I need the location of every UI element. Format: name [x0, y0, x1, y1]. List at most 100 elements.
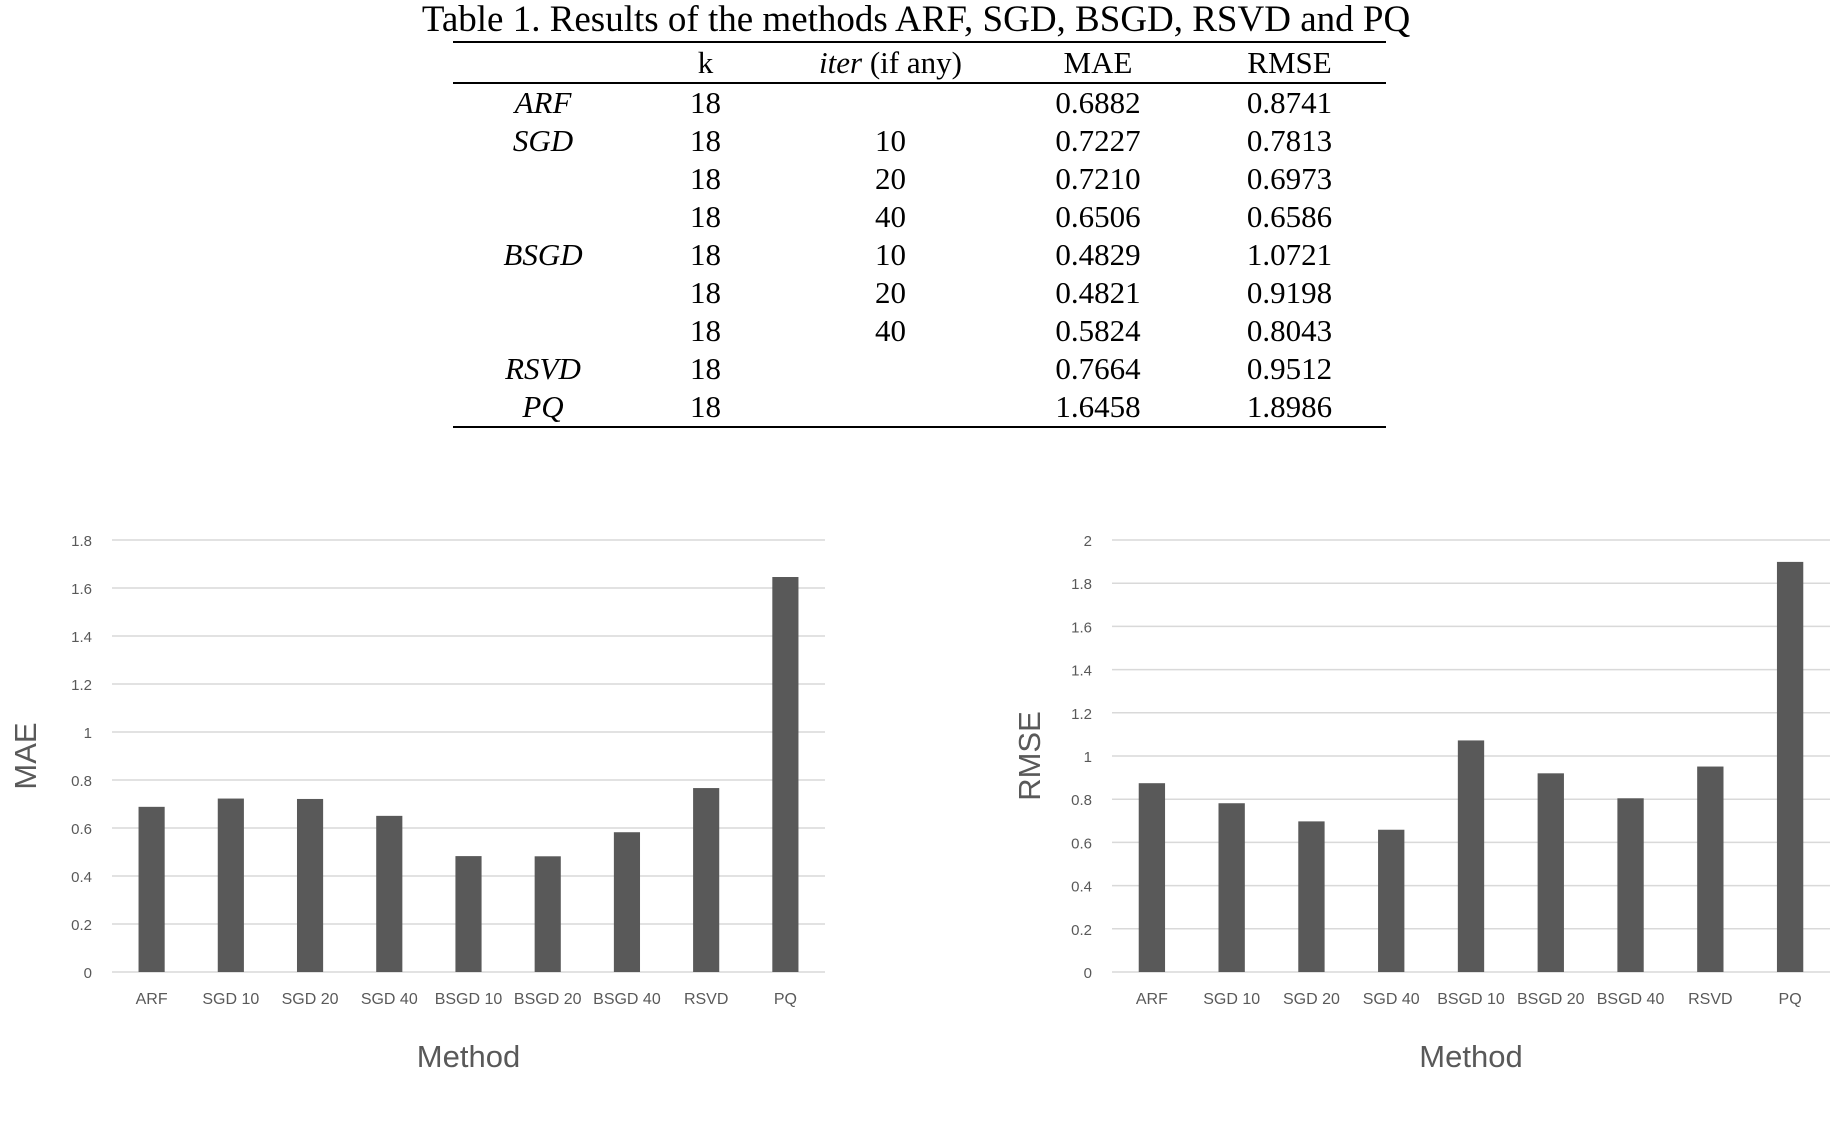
cell-mae: 0.6882 [1055, 85, 1141, 120]
x-tick-label: PQ [774, 991, 797, 1008]
table-row: 18 20 0.7210 0.6973 [453, 160, 1386, 198]
x-tick-label: RSVD [684, 991, 728, 1008]
cell-mae: 1.6458 [1055, 389, 1141, 424]
cell-method [453, 274, 633, 312]
cell-k: 18 [690, 85, 721, 120]
y-tick-label: 1.2 [1071, 706, 1092, 723]
bar [1138, 783, 1166, 972]
y-tick-label: 0.4 [71, 869, 92, 886]
x-tick-label: BSGD 40 [1597, 991, 1665, 1008]
y-tick-label: 1.6 [71, 581, 92, 598]
table-header-row: k iter (if any) MAE RMSE [453, 42, 1386, 84]
cell-iter [778, 350, 1003, 388]
cell-rmse: 0.8043 [1246, 313, 1333, 348]
x-tick-label: SGD 40 [1363, 991, 1420, 1008]
table-row: ARF 18 0.6882 0.8741 [453, 83, 1386, 122]
cell-method [453, 198, 633, 236]
y-tick-label: 0.6 [71, 821, 92, 838]
bar [534, 856, 561, 972]
cell-mae: 0.7227 [1055, 123, 1141, 158]
cell-method: PQ [522, 389, 564, 424]
x-tick-label: BSGD 20 [1517, 991, 1585, 1008]
cell-rmse: 0.9198 [1246, 275, 1333, 310]
cell-k: 18 [690, 161, 721, 196]
y-tick-label: 0.2 [71, 917, 92, 934]
cell-iter: 40 [875, 313, 906, 348]
y-tick-label: 1 [1084, 749, 1092, 766]
x-tick-label: SGD 10 [1203, 991, 1260, 1008]
cell-iter: 10 [875, 237, 906, 272]
cell-mae: 0.5824 [1055, 313, 1141, 348]
bar [1218, 803, 1245, 972]
table-row: 18 40 0.6506 0.6586 [453, 198, 1386, 236]
x-tick-label: ARF [1136, 991, 1168, 1008]
table-row: BSGD 18 10 0.4829 1.0721 [453, 236, 1386, 274]
bar [1697, 766, 1724, 972]
cell-rmse: 0.9512 [1246, 351, 1333, 386]
bar [1537, 773, 1564, 972]
x-tick-label: SGD 40 [361, 991, 418, 1008]
table-row: PQ 18 1.6458 1.8986 [453, 388, 1386, 427]
header-iter: iter (if any) [778, 42, 1003, 84]
header-mae: MAE [1003, 42, 1193, 84]
bar [772, 577, 799, 972]
cell-mae: 0.4821 [1055, 275, 1141, 310]
cell-method [453, 312, 633, 350]
bar [1378, 829, 1405, 972]
cell-method [453, 160, 633, 198]
table-caption: Table 1. Results of the methods ARF, SGD… [421, 0, 1411, 40]
cell-method: BSGD [503, 237, 583, 272]
x-tick-label: SGD 20 [1283, 991, 1340, 1008]
y-tick-label: 0 [1084, 965, 1092, 982]
cell-rmse: 0.6973 [1246, 161, 1333, 196]
cell-rmse: 0.7813 [1246, 123, 1333, 158]
table-row: 18 20 0.4821 0.9198 [453, 274, 1386, 312]
x-axis-title: Method [1419, 1039, 1522, 1074]
cell-k: 18 [690, 237, 721, 272]
cell-iter [778, 388, 1003, 427]
cell-rmse: 1.0721 [1246, 237, 1333, 272]
cell-iter [778, 83, 1003, 122]
bar [217, 798, 244, 972]
header-iter-note: (if any) [869, 44, 962, 80]
bar [455, 856, 482, 972]
y-tick-label: 1 [84, 725, 92, 742]
bar [1457, 740, 1485, 972]
y-axis-title: MAE [8, 722, 43, 789]
bar [138, 806, 165, 972]
y-tick-label: 2 [1084, 533, 1092, 550]
y-tick-label: 1.8 [1071, 576, 1092, 593]
cell-k: 18 [690, 199, 721, 234]
cell-method: RSVD [505, 351, 581, 386]
y-tick-label: 0.4 [1071, 879, 1092, 896]
cell-rmse: 0.8741 [1246, 85, 1333, 120]
cell-method: ARF [514, 85, 572, 120]
y-tick-label: 0.2 [1071, 922, 1092, 939]
cell-method: SGD [512, 123, 574, 158]
x-tick-label: ARF [136, 991, 168, 1008]
cell-k: 18 [690, 123, 721, 158]
cell-mae: 0.6506 [1055, 199, 1141, 234]
header-iter-name: iter [819, 44, 863, 80]
bar [1617, 798, 1644, 972]
x-tick-label: SGD 10 [202, 991, 259, 1008]
y-tick-label: 0.8 [71, 773, 92, 790]
x-tick-label: PQ [1779, 991, 1802, 1008]
x-tick-label: BSGD 10 [435, 991, 503, 1008]
header-method [453, 42, 633, 84]
cell-mae: 0.4829 [1055, 237, 1141, 272]
x-tick-label: SGD 20 [282, 991, 339, 1008]
bar [1298, 821, 1325, 972]
y-tick-label: 1.4 [71, 629, 92, 646]
bar [296, 798, 324, 972]
table-row: SGD 18 10 0.7227 0.7813 [453, 122, 1386, 160]
y-tick-label: 1.6 [1071, 619, 1092, 636]
header-rmse: RMSE [1193, 42, 1386, 84]
header-k: k [633, 42, 778, 84]
bar [693, 788, 720, 972]
x-tick-label: RSVD [1688, 991, 1732, 1008]
x-tick-label: BSGD 40 [593, 991, 661, 1008]
cell-mae: 0.7664 [1055, 351, 1141, 386]
cell-k: 18 [690, 351, 721, 386]
table-row: 18 40 0.5824 0.8043 [453, 312, 1386, 350]
